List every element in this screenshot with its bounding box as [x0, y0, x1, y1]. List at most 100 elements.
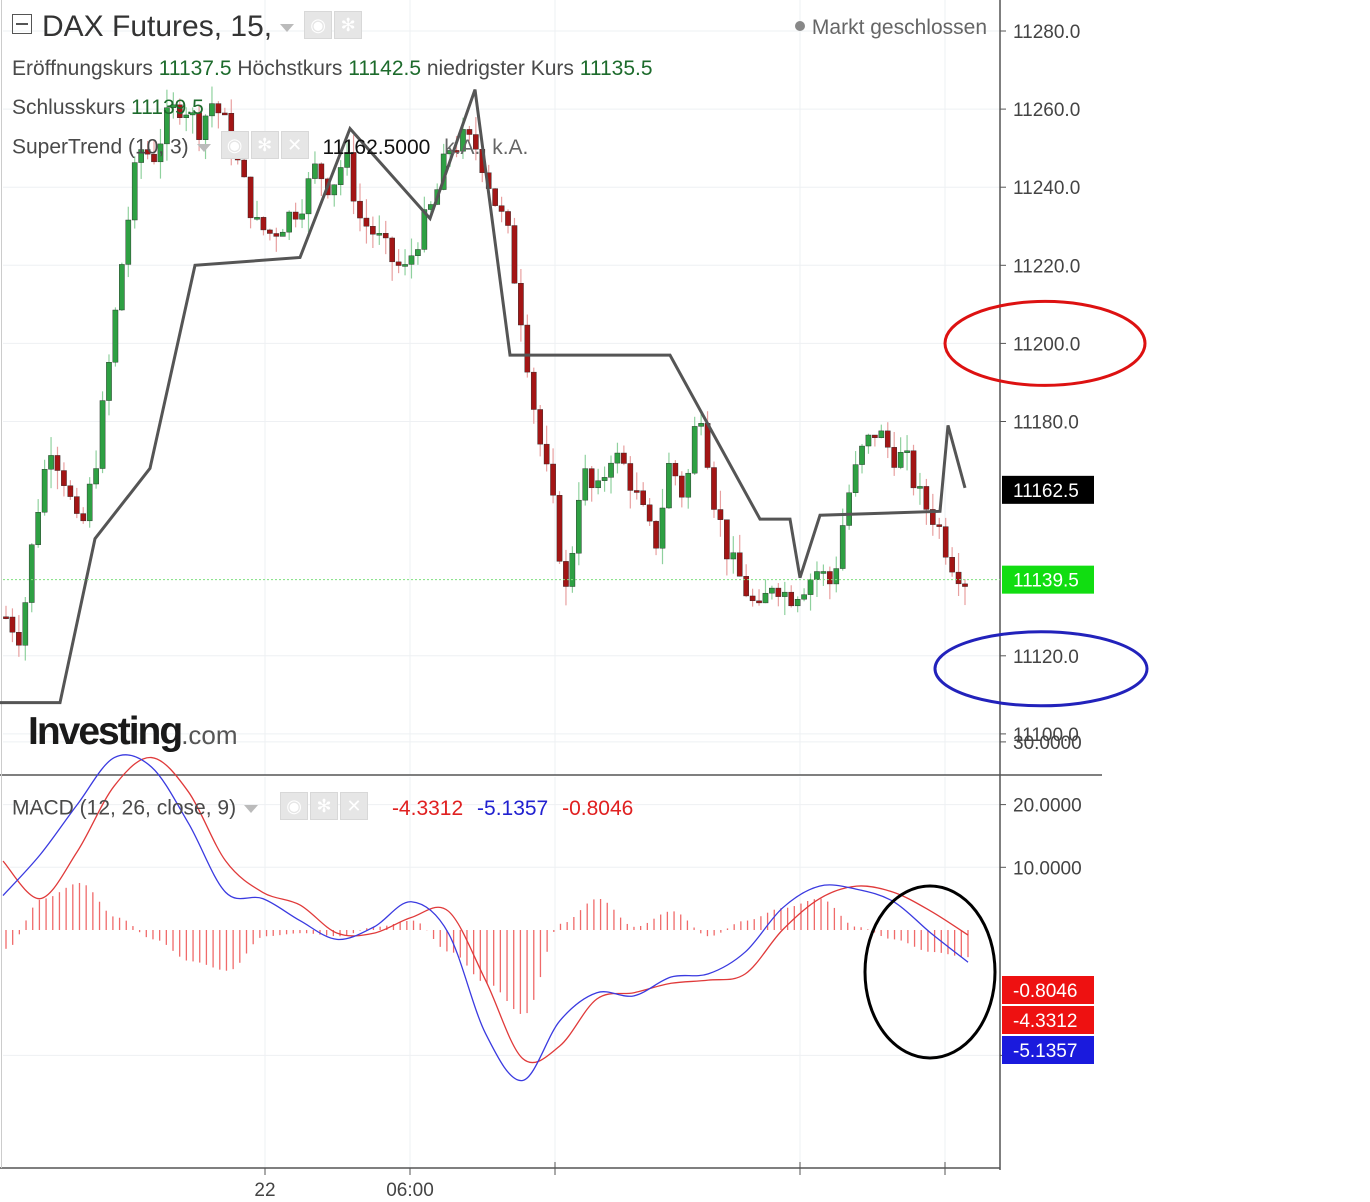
candle: [621, 445, 627, 466]
instrument-title: DAX Futures, 15,: [42, 10, 273, 43]
candle-body: [556, 495, 563, 562]
candle-body: [260, 217, 267, 231]
low-label: niedrigster Kurs: [426, 57, 574, 80]
candle-body: [131, 162, 138, 221]
candle: [724, 519, 730, 576]
eye-icon[interactable]: ◉: [280, 792, 309, 820]
candle-body: [466, 129, 473, 135]
candle-body: [891, 447, 898, 468]
candle-body: [936, 524, 943, 527]
status-dot-icon: [794, 21, 805, 32]
macd-value-tag-label: -0.8046: [1013, 981, 1077, 1002]
candle-body: [16, 632, 22, 646]
candle: [337, 160, 344, 196]
candle: [299, 199, 305, 229]
candle-body: [67, 485, 74, 497]
collapse-icon[interactable]: [12, 14, 32, 35]
candle-body: [318, 163, 325, 180]
candle: [685, 468, 692, 509]
candle-body: [370, 226, 376, 235]
candle-body: [125, 219, 132, 265]
candle: [176, 98, 183, 125]
candle-body: [389, 237, 395, 263]
chevron-down-icon[interactable]: [196, 144, 211, 152]
candle: [331, 184, 338, 207]
candle-body: [852, 464, 859, 493]
gear-icon[interactable]: ✻: [310, 792, 339, 820]
candle-body: [820, 571, 827, 574]
candle: [131, 156, 138, 229]
candle-body: [872, 434, 878, 438]
candle: [543, 425, 550, 472]
candle: [633, 472, 640, 500]
close-icon[interactable]: ✕: [340, 792, 369, 820]
chevron-down-icon[interactable]: [244, 805, 259, 813]
candle-body: [511, 225, 518, 284]
candle: [736, 534, 743, 577]
candle: [279, 228, 286, 237]
candle-body: [337, 167, 344, 185]
candle: [576, 482, 582, 566]
candle: [305, 172, 312, 233]
market-status-text: Markt geschlossen: [811, 16, 987, 39]
close-value: 11139.5: [131, 96, 204, 119]
candle: [312, 151, 318, 184]
candle-body: [61, 470, 67, 486]
candle: [839, 508, 846, 571]
candle: [923, 478, 930, 525]
candle-body: [794, 599, 801, 607]
high-value: 11142.5: [348, 57, 422, 80]
candle-body: [80, 513, 87, 522]
close-label: Schlusskurs: [12, 96, 126, 119]
candle: [164, 89, 170, 161]
candle: [466, 125, 473, 142]
candle-body: [588, 468, 595, 489]
candle-body: [543, 443, 550, 465]
close-icon[interactable]: ✕: [280, 131, 309, 159]
chevron-down-icon[interactable]: [280, 24, 295, 33]
candle: [936, 517, 943, 539]
close-price-label: 11139.5: [1013, 571, 1079, 592]
candle: [518, 268, 524, 342]
gear-icon[interactable]: ✻: [250, 131, 279, 159]
candle-body: [209, 103, 215, 117]
candle: [344, 142, 350, 176]
candle-body: [312, 163, 318, 179]
gear-icon[interactable]: ✻: [334, 11, 363, 40]
candle-body: [685, 472, 692, 498]
candle-body: [279, 231, 286, 237]
candle: [157, 128, 164, 179]
eye-icon[interactable]: ◉: [304, 11, 333, 40]
candle: [569, 546, 576, 593]
candle: [415, 242, 421, 265]
candle: [119, 262, 125, 311]
candle-body: [222, 112, 228, 116]
candle: [209, 86, 215, 128]
supertrend-extra-1: k.A.: [444, 135, 481, 159]
candle-body: [621, 452, 627, 464]
candle-body: [421, 209, 428, 250]
candle-body: [460, 129, 466, 152]
open-label: Eröffnungskurs: [12, 57, 153, 80]
candle-body: [897, 452, 904, 468]
candle-body: [569, 552, 576, 587]
candle-body: [176, 104, 183, 118]
candle: [930, 493, 936, 536]
eye-icon[interactable]: ◉: [220, 131, 249, 159]
candle: [492, 188, 498, 207]
candle-body: [395, 261, 402, 266]
y-tick-label: 11200.0: [1013, 334, 1080, 355]
market-status: Markt geschlossen: [794, 16, 987, 40]
candle-body: [22, 602, 29, 646]
candle-body: [646, 504, 653, 522]
candle: [505, 209, 511, 234]
candle-body: [492, 188, 498, 206]
candle-body: [859, 445, 865, 465]
y-tick-label: 11260.0: [1013, 100, 1080, 121]
macd-legend: MACD (12, 26, close, 9) ◉ ✻ ✕ -4.3312 -5.13…: [12, 792, 633, 823]
candle: [556, 491, 563, 564]
macd-hist-value: -4.3312: [391, 796, 464, 820]
macd-y-tick-label: 20.0000: [1013, 796, 1082, 817]
candle: [588, 466, 595, 502]
candle-body: [711, 467, 717, 510]
